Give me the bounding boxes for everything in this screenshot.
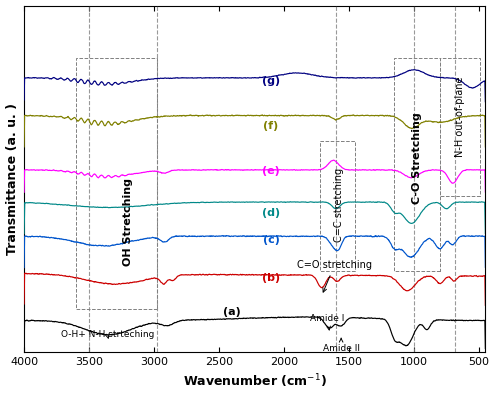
Text: (b): (b)	[262, 273, 280, 283]
Text: Amide I: Amide I	[310, 314, 344, 330]
Text: OH Stretching: OH Stretching	[123, 178, 133, 267]
Text: O-H+ N-H strteching: O-H+ N-H strteching	[61, 330, 154, 339]
Bar	[440, 58, 480, 196]
Text: N-H out-of-plane: N-H out-of-plane	[455, 76, 465, 157]
Text: (d): (d)	[262, 208, 280, 218]
Text: C=O stretching: C=O stretching	[297, 260, 372, 292]
Text: (a): (a)	[223, 307, 241, 317]
Y-axis label: Transmittance (a. u. ): Transmittance (a. u. )	[5, 103, 18, 255]
Bar	[320, 141, 356, 271]
Bar	[394, 58, 440, 271]
Text: (g): (g)	[262, 76, 280, 86]
Text: (f): (f)	[263, 121, 279, 131]
Bar	[76, 58, 157, 309]
Text: C-O Stretching: C-O Stretching	[412, 112, 422, 204]
Text: Amide II: Amide II	[322, 338, 360, 352]
X-axis label: Wavenumber (cm$^{-1}$): Wavenumber (cm$^{-1}$)	[183, 373, 327, 390]
Text: (e): (e)	[262, 166, 280, 176]
Text: (c): (c)	[262, 235, 279, 245]
Text: C=C stretching: C=C stretching	[333, 168, 344, 242]
